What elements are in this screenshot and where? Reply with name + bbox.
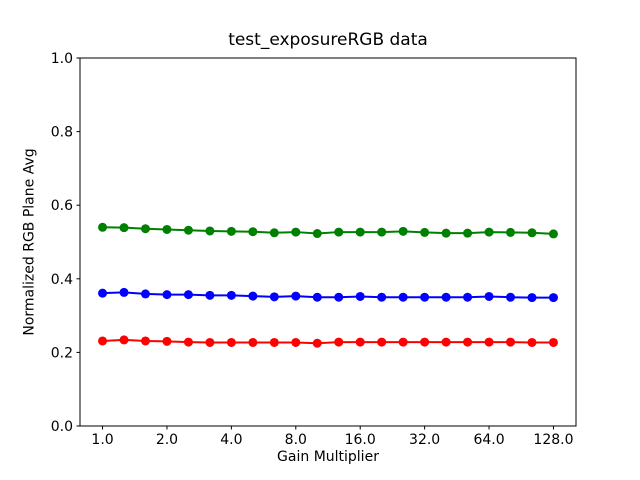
red-plane-marker bbox=[119, 335, 129, 345]
x-tick-label: 64.0 bbox=[473, 432, 504, 448]
green-plane-marker bbox=[398, 226, 408, 236]
red-plane-line bbox=[101, 338, 555, 345]
red-plane-marker bbox=[377, 337, 387, 347]
blue-plane-marker bbox=[140, 289, 150, 299]
blue-plane-marker bbox=[98, 288, 108, 298]
red-plane-marker bbox=[140, 336, 150, 346]
blue-plane-marker bbox=[269, 292, 279, 302]
red-plane-marker bbox=[484, 337, 494, 347]
red-plane-marker bbox=[248, 337, 258, 347]
red-plane-marker bbox=[291, 337, 301, 347]
green-plane-marker bbox=[355, 227, 365, 237]
red-plane-marker bbox=[162, 336, 172, 346]
blue-plane-marker bbox=[398, 292, 408, 302]
red-plane-marker bbox=[183, 337, 193, 347]
blue-plane-marker bbox=[355, 291, 365, 301]
green-plane-marker bbox=[484, 227, 494, 237]
green-plane-marker bbox=[291, 227, 301, 237]
green-plane-marker bbox=[334, 227, 344, 237]
chart-title: test_exposureRGB data bbox=[228, 30, 428, 50]
y-axis-label-wrap: Normalized RGB Plane Avg bbox=[8, 58, 52, 426]
red-plane-marker bbox=[312, 338, 322, 348]
red-plane-marker bbox=[506, 337, 516, 347]
red-plane-marker bbox=[355, 337, 365, 347]
y-tick-label: 0.2 bbox=[51, 345, 73, 361]
y-tick-label: 0.4 bbox=[51, 272, 73, 288]
blue-plane-marker bbox=[205, 290, 215, 300]
blue-plane-marker bbox=[312, 292, 322, 302]
green-plane-marker bbox=[441, 228, 451, 238]
blue-plane-marker bbox=[548, 293, 558, 303]
x-tick-label: 1.0 bbox=[91, 432, 113, 448]
blue-plane-marker bbox=[162, 290, 172, 300]
blue-plane-marker bbox=[334, 292, 344, 302]
red-plane-marker bbox=[398, 337, 408, 347]
y-axis-label: Normalized RGB Plane Avg bbox=[22, 148, 38, 336]
red-plane-marker bbox=[269, 337, 279, 347]
green-plane-marker bbox=[248, 227, 258, 237]
blue-plane-marker bbox=[248, 291, 258, 301]
red-plane-marker bbox=[527, 337, 537, 347]
red-plane-marker bbox=[420, 337, 430, 347]
green-plane-marker bbox=[140, 224, 150, 234]
blue-plane-marker bbox=[377, 292, 387, 302]
blue-plane-marker bbox=[506, 292, 516, 302]
green-plane-marker bbox=[269, 228, 279, 238]
green-plane-marker bbox=[205, 226, 215, 236]
green-plane-marker bbox=[463, 228, 473, 238]
x-tick-label: 32.0 bbox=[409, 432, 440, 448]
blue-plane-marker bbox=[484, 291, 494, 301]
red-plane-marker bbox=[441, 337, 451, 347]
y-tick-label: 1.0 bbox=[51, 51, 73, 67]
blue-plane-marker bbox=[119, 287, 129, 297]
green-plane-marker bbox=[527, 228, 537, 238]
red-plane-marker bbox=[98, 336, 108, 346]
x-tick-label: 128.0 bbox=[533, 432, 573, 448]
blue-plane-marker bbox=[463, 292, 473, 302]
y-tick-label: 0.0 bbox=[51, 419, 73, 435]
y-tick-label: 0.6 bbox=[51, 198, 73, 214]
green-plane-marker bbox=[312, 229, 322, 239]
green-plane-line bbox=[101, 226, 555, 235]
x-tick-label: 8.0 bbox=[285, 432, 307, 448]
blue-plane-marker bbox=[291, 291, 301, 301]
x-axis-label: Gain Multiplier bbox=[277, 449, 379, 465]
x-tick-label: 2.0 bbox=[156, 432, 178, 448]
blue-plane-marker bbox=[527, 293, 537, 303]
green-plane-marker bbox=[183, 225, 193, 235]
blue-plane-marker bbox=[420, 292, 430, 302]
red-plane-marker bbox=[226, 337, 236, 347]
green-plane-marker bbox=[98, 222, 108, 232]
plot-frame bbox=[79, 57, 577, 427]
blue-plane-line bbox=[101, 291, 555, 299]
y-tick-label: 0.8 bbox=[51, 125, 73, 141]
blue-plane-marker bbox=[183, 290, 193, 300]
green-plane-marker bbox=[119, 223, 129, 233]
green-plane-marker bbox=[548, 229, 558, 239]
x-tick-label: 4.0 bbox=[220, 432, 242, 448]
red-plane-marker bbox=[205, 337, 215, 347]
red-plane-marker bbox=[548, 337, 558, 347]
blue-plane-marker bbox=[441, 292, 451, 302]
green-plane-marker bbox=[506, 227, 516, 237]
green-plane-marker bbox=[226, 226, 236, 236]
blue-plane-marker bbox=[226, 290, 236, 300]
green-plane-marker bbox=[162, 224, 172, 234]
red-plane-marker bbox=[334, 337, 344, 347]
green-plane-marker bbox=[420, 227, 430, 237]
green-plane-marker bbox=[377, 227, 387, 237]
x-tick-label: 16.0 bbox=[345, 432, 376, 448]
red-plane-marker bbox=[463, 337, 473, 347]
